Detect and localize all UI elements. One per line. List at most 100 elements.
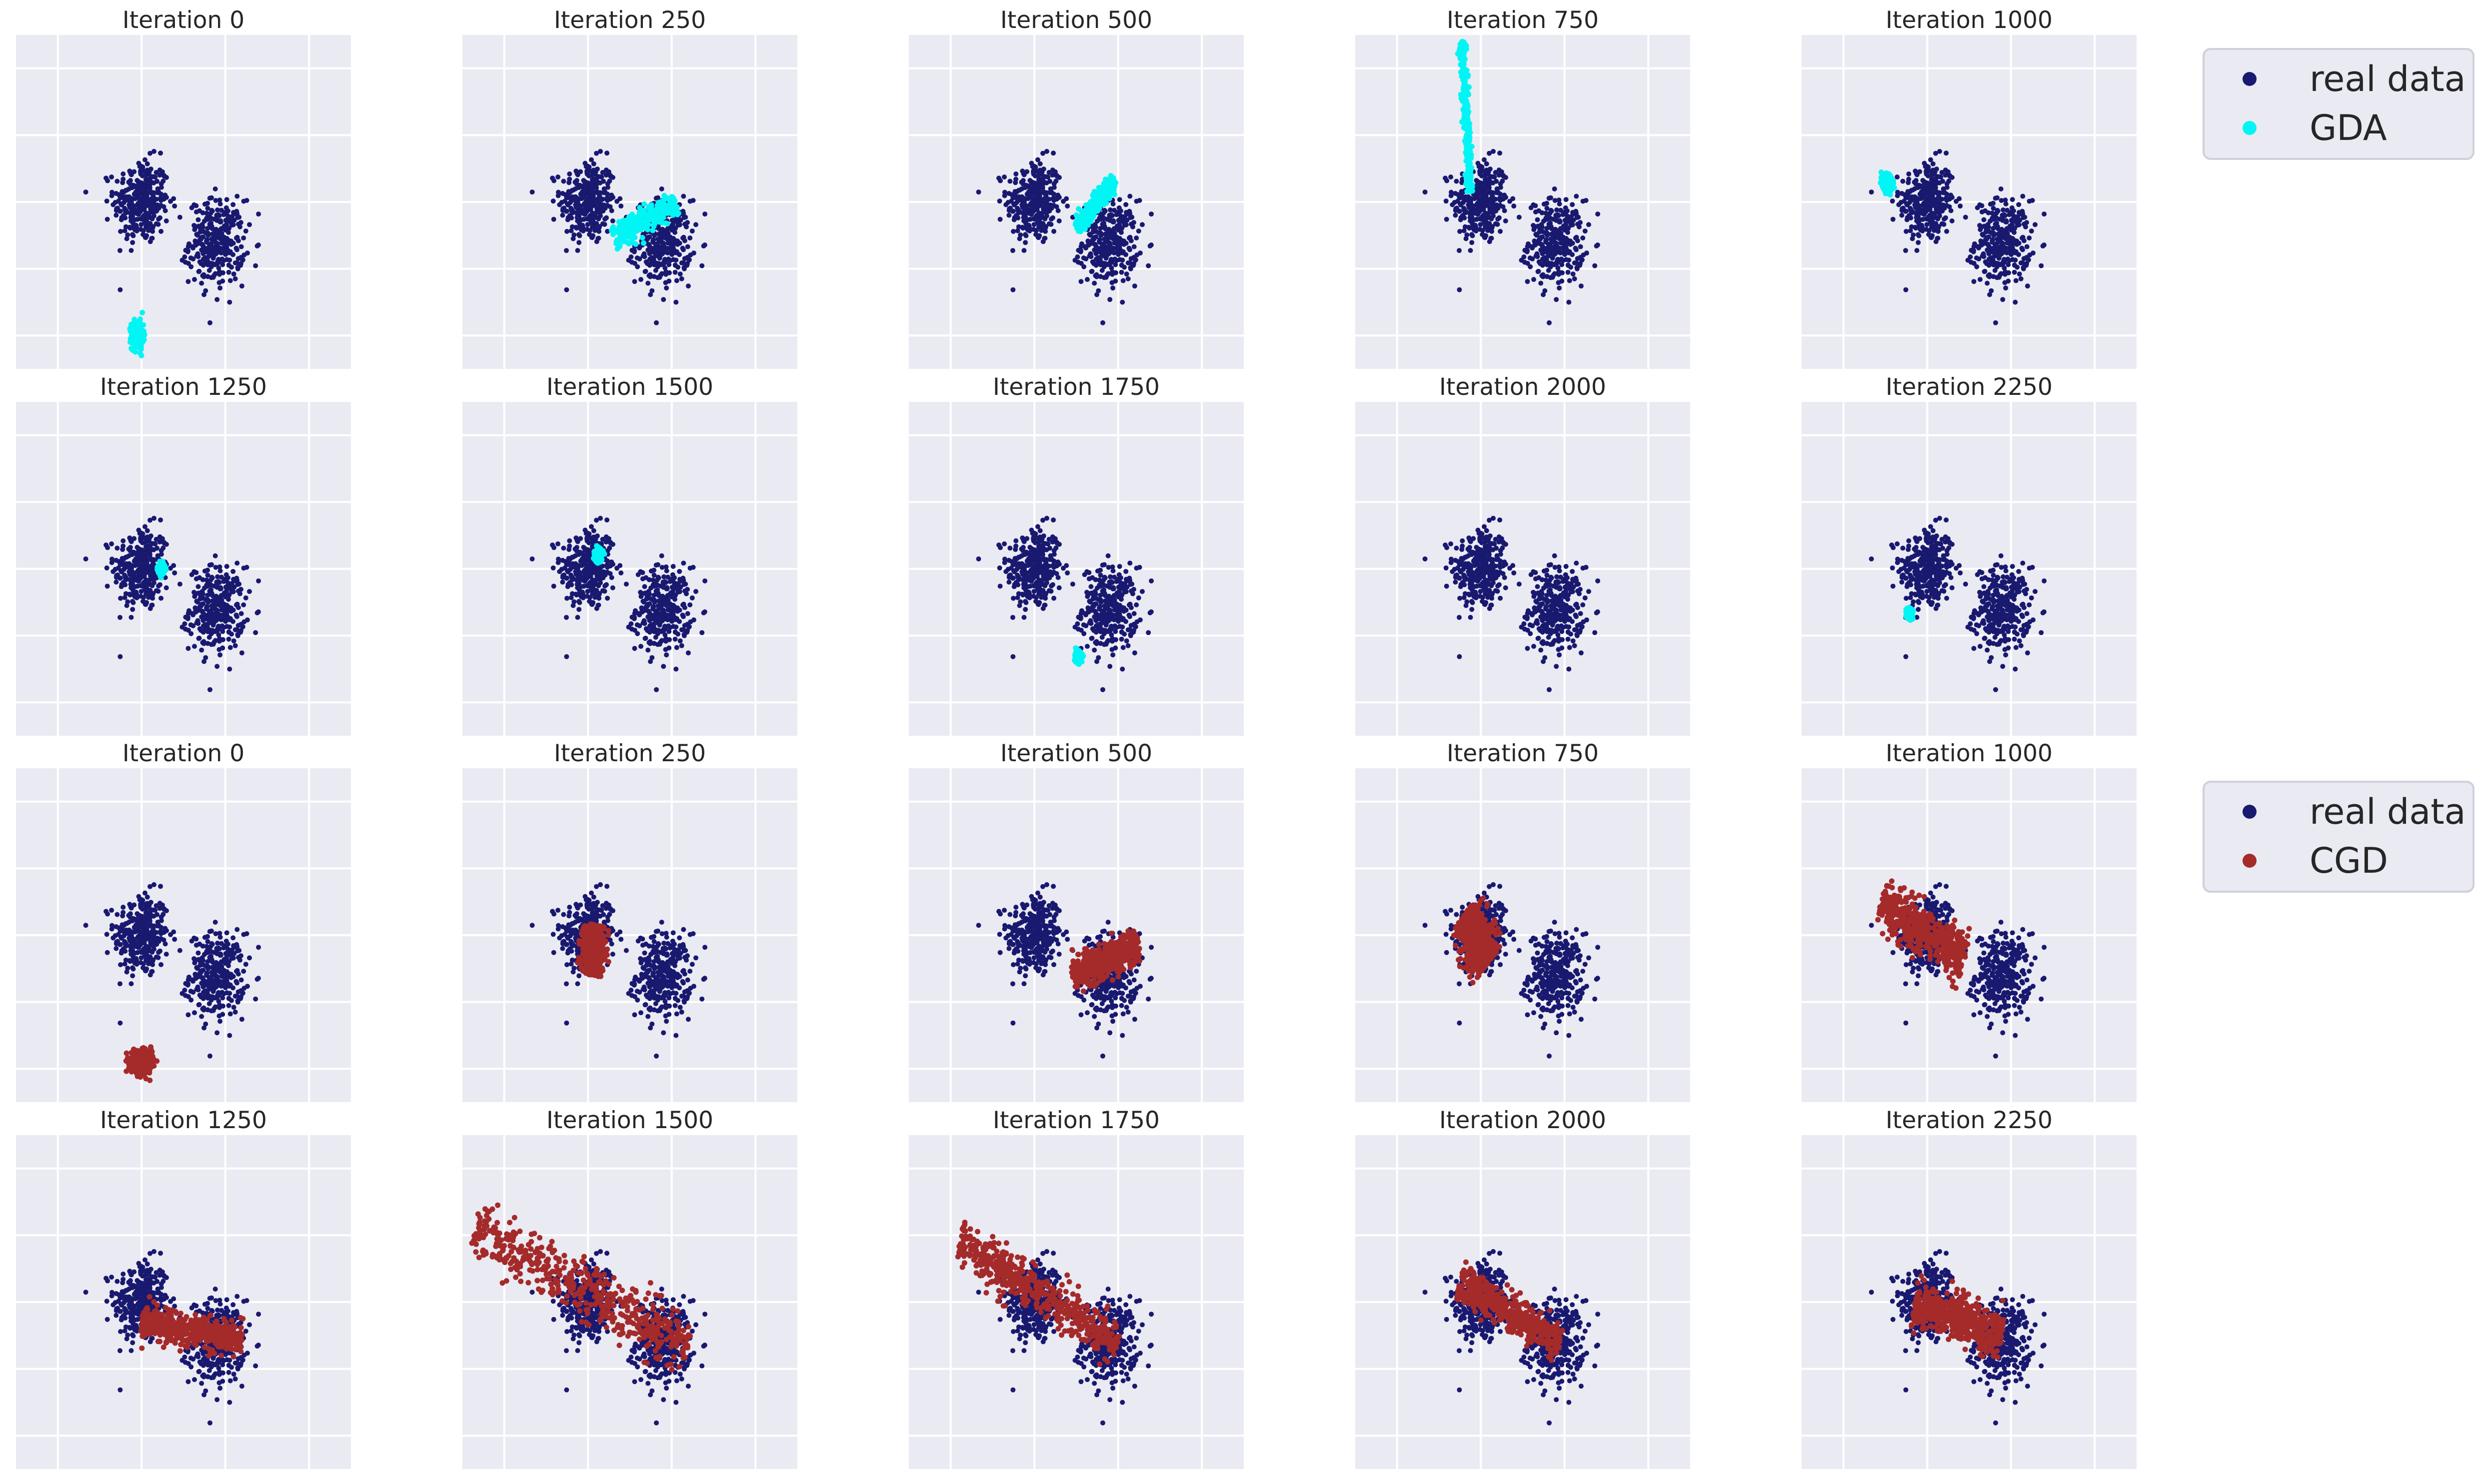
real-data-point [141, 168, 147, 174]
real-data-point [976, 189, 981, 195]
real-data-point [1931, 221, 1937, 226]
real-data-point [1555, 265, 1561, 271]
real-data-point [204, 210, 209, 216]
real-data-point [680, 235, 685, 241]
real-data-point [1978, 225, 1984, 230]
real-data-point [618, 203, 624, 209]
real-data-point [1461, 205, 1467, 211]
real-data-point [236, 214, 242, 220]
real-data-point [2023, 224, 2028, 229]
generated-point [1112, 191, 1118, 197]
real-data-point [1021, 248, 1027, 253]
real-data-point [1937, 180, 1942, 185]
real-data-point [1474, 186, 1480, 192]
real-data-point [1102, 224, 1107, 229]
real-data-point [610, 218, 615, 223]
real-data-point [1110, 201, 1116, 206]
real-data-point [594, 189, 600, 194]
real-data-point [139, 188, 144, 193]
real-data-point [146, 214, 152, 219]
real-data-point [1530, 256, 1535, 261]
real-data-point [195, 217, 201, 222]
real-data-point [1092, 280, 1097, 286]
real-data-point [2017, 271, 2022, 277]
generated-point [1465, 151, 1471, 157]
real-data-point [2001, 207, 2006, 212]
real-data-point [213, 240, 219, 246]
real-data-point [148, 556, 153, 561]
real-data-point [1045, 174, 1051, 180]
real-data-point [1569, 221, 1574, 226]
real-data-point [1993, 195, 1998, 201]
real-data-point [1122, 221, 1127, 226]
real-data-point [189, 205, 194, 210]
real-data-point [1487, 189, 1493, 194]
real-data-point [585, 216, 591, 222]
real-data-point [177, 581, 182, 587]
real-data-point [1909, 210, 1914, 215]
real-data-point [1568, 238, 1573, 244]
real-data-point [1477, 169, 1483, 175]
real-data-point [1919, 222, 1925, 228]
real-data-point [1926, 173, 1931, 178]
generated-point [1107, 184, 1113, 190]
real-data-point [1031, 169, 1036, 175]
real-data-point [1532, 238, 1537, 244]
real-data-point [168, 198, 173, 204]
real-data-point [1979, 242, 1984, 248]
real-data-point [177, 214, 182, 220]
real-data-point [1944, 228, 1950, 234]
generated-point [640, 207, 646, 213]
real-data-point [1906, 214, 1911, 220]
real-data-point [682, 256, 687, 261]
real-data-point [1093, 251, 1099, 256]
real-data-point [1950, 175, 1955, 180]
real-data-point [576, 240, 582, 245]
real-data-point [1106, 240, 1112, 246]
real-data-point [1569, 216, 1575, 222]
real-data-point [1906, 195, 1911, 200]
real-data-point [1990, 237, 1996, 242]
real-data-point [1106, 251, 1112, 256]
real-data-point [1913, 168, 1918, 174]
real-data-point [699, 263, 705, 268]
real-data-point [149, 566, 154, 572]
generated-point [1089, 203, 1095, 208]
generated-point [134, 342, 139, 348]
real-data-point [1573, 208, 1579, 214]
real-data-point [190, 256, 196, 261]
real-data-point [1475, 203, 1480, 208]
real-data-point [1024, 203, 1030, 208]
real-data-point [590, 199, 595, 205]
real-data-point [1076, 247, 1081, 253]
real-data-point [1938, 174, 1944, 180]
real-data-point [1481, 168, 1486, 174]
real-data-point [585, 163, 590, 169]
real-data-point [674, 278, 679, 283]
real-data-point [192, 225, 198, 230]
real-data-point [196, 268, 202, 274]
real-data-point [567, 195, 572, 200]
real-data-point [218, 227, 223, 232]
real-data-point [1110, 285, 1116, 291]
real-data-point [147, 150, 153, 156]
real-data-point [214, 218, 220, 223]
real-data-point [1102, 207, 1107, 213]
real-data-point [1137, 198, 1142, 203]
real-data-point [604, 150, 610, 156]
real-data-point [1535, 217, 1540, 222]
real-data-point [153, 588, 159, 593]
real-data-point [629, 247, 635, 253]
real-data-point [2014, 238, 2020, 244]
real-data-point [131, 191, 137, 197]
real-data-point [127, 535, 132, 541]
real-data-point [160, 545, 166, 551]
real-data-point [217, 197, 222, 203]
generated-point [1458, 91, 1464, 97]
real-data-point [1890, 198, 1895, 204]
real-data-point [1895, 174, 1900, 180]
generated-point [1467, 180, 1473, 186]
real-data-point [1939, 221, 1945, 226]
real-data-point [1462, 210, 1468, 215]
real-data-point [1476, 209, 1482, 215]
